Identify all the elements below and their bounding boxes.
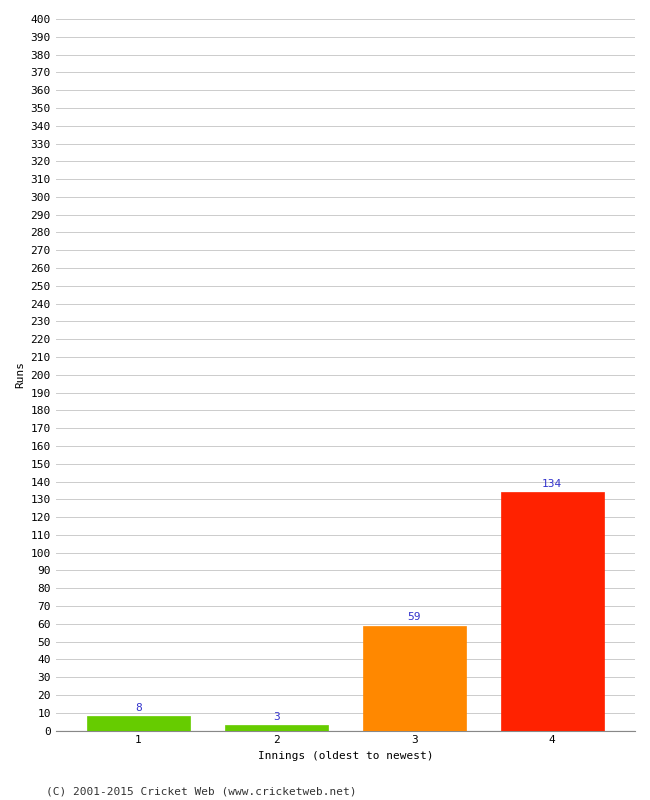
Bar [363,626,466,730]
Text: (C) 2001-2015 Cricket Web (www.cricketweb.net): (C) 2001-2015 Cricket Web (www.cricketwe… [46,786,356,796]
Text: 134: 134 [542,478,562,489]
Text: 3: 3 [273,712,280,722]
Text: 8: 8 [135,702,142,713]
Y-axis label: Runs: Runs [15,362,25,388]
Bar [225,726,328,730]
Bar [500,492,604,730]
X-axis label: Innings (oldest to newest): Innings (oldest to newest) [257,751,433,761]
Text: 59: 59 [408,612,421,622]
Bar [86,716,190,730]
